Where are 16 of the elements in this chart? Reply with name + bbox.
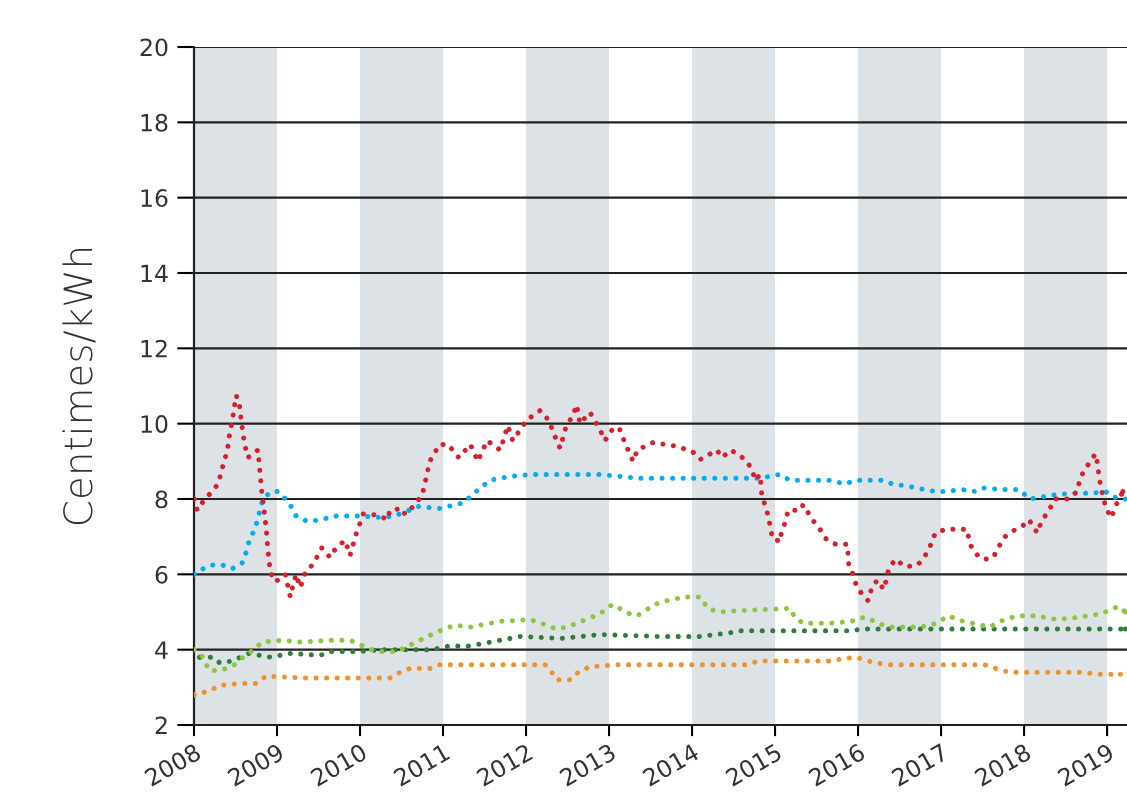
point xyxy=(1120,488,1126,494)
y-tick-label: 4 xyxy=(155,641,168,659)
point xyxy=(1122,496,1127,502)
point xyxy=(1117,671,1123,677)
y-tick-label: 6 xyxy=(155,565,168,584)
y-tick-label: 20 xyxy=(140,38,168,57)
y-tick-label: 2 xyxy=(155,716,167,734)
point xyxy=(1122,626,1127,632)
y-axis-title: Centimes/kWh xyxy=(62,248,96,525)
y-tick-label: 10 xyxy=(141,415,168,433)
y-tick-label: 16 xyxy=(141,189,168,207)
y-tick-label: 18 xyxy=(141,113,168,132)
y-tick-label: 12 xyxy=(141,339,167,358)
y-tick-label: 8 xyxy=(155,490,168,509)
y-tick-label: 14 xyxy=(141,264,168,282)
point xyxy=(1122,609,1127,615)
